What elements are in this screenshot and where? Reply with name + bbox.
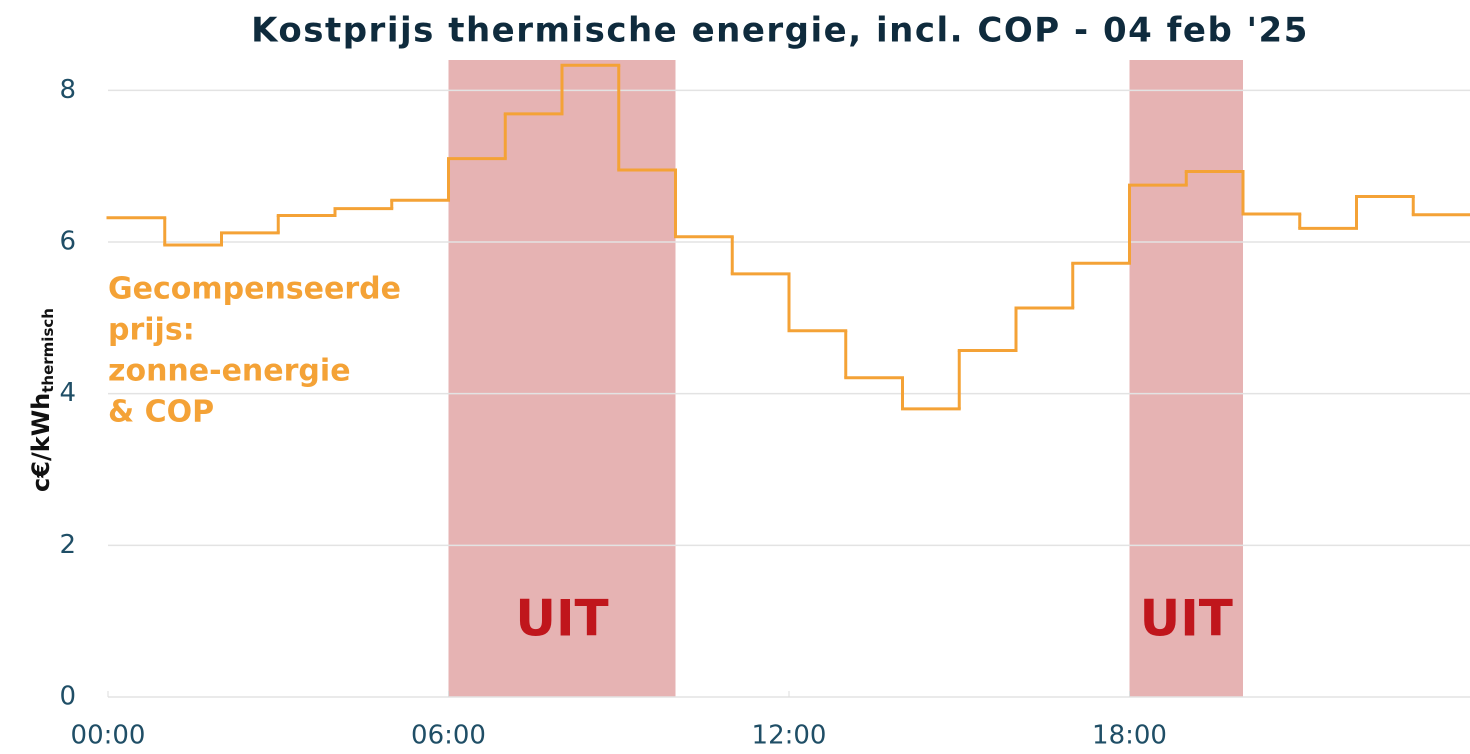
x-tick-label: 12:00	[752, 721, 827, 751]
off-region	[448, 60, 676, 697]
y-tick-label: 0	[59, 682, 76, 712]
region-label: UIT	[1140, 590, 1233, 648]
annotation: & COP	[108, 395, 214, 430]
y-tick-label: 8	[59, 75, 76, 105]
annotation: Gecompenseerde	[108, 272, 401, 307]
y-label-sub: thermisch	[39, 308, 57, 393]
y-label-main: c€/kWh	[27, 393, 55, 492]
chart-title: Kostprijs thermische energie, incl. COP …	[251, 11, 1309, 51]
region-label: UIT	[515, 590, 608, 648]
annotation: prijs:	[108, 313, 195, 348]
y-tick-label: 2	[59, 530, 76, 560]
x-tick-label: 06:00	[411, 721, 486, 751]
y-tick-label: 6	[59, 227, 76, 257]
off-region	[1129, 60, 1243, 697]
y-axis-label: c€/kWhthermisch	[27, 308, 57, 492]
y-tick-label: 4	[59, 378, 76, 408]
annotation: zonne-energie	[108, 354, 351, 389]
x-tick-label: 18:00	[1092, 721, 1167, 751]
x-tick-label: 00:00	[71, 721, 146, 751]
